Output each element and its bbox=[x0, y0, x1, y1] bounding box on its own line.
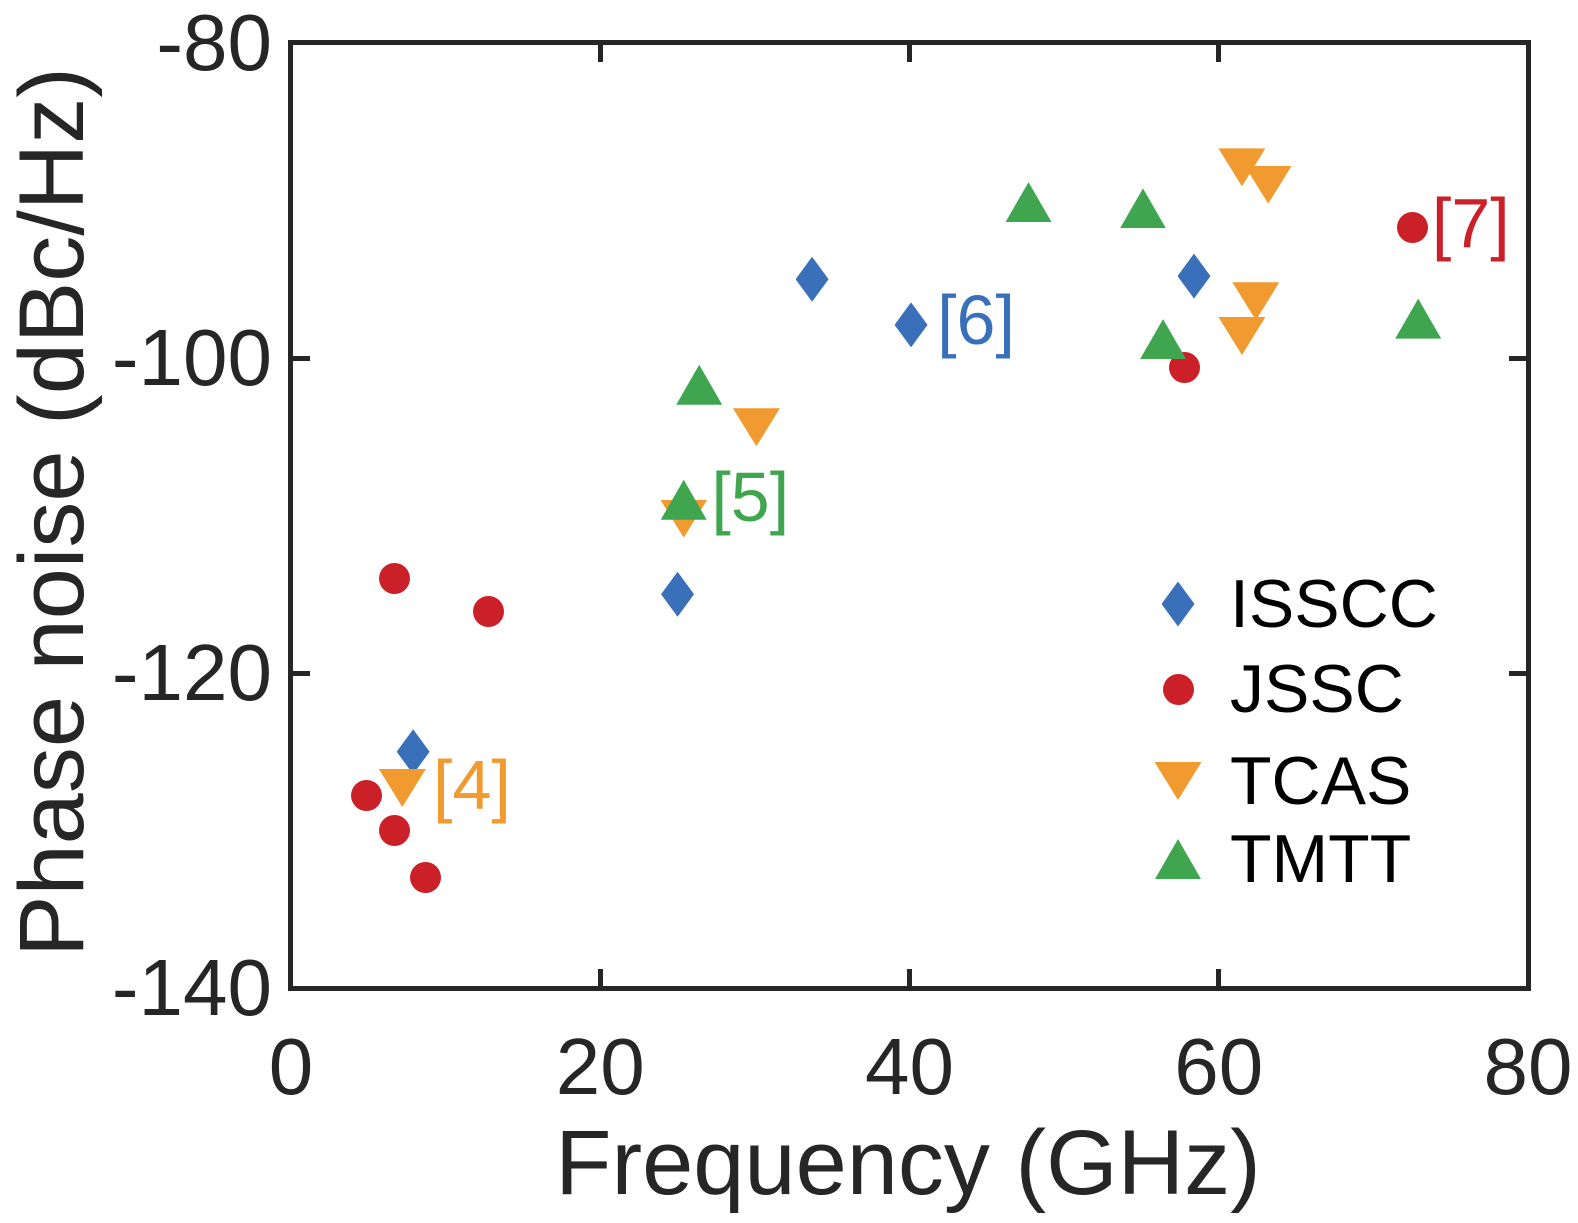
y-tick-mark-right bbox=[1509, 355, 1526, 361]
reference-label-4: [4] bbox=[432, 745, 511, 824]
y-tick-mark-left bbox=[293, 670, 310, 676]
legend-label-isscc: ISSCC bbox=[1230, 566, 1438, 642]
legend-label-jssc: JSSC bbox=[1230, 651, 1404, 727]
x-axis-title: Frequency (GHz) bbox=[555, 1112, 1261, 1214]
reference-label-6: [6] bbox=[937, 281, 1015, 360]
jssc-data-point-marker bbox=[473, 596, 505, 628]
y-tick-mark-left bbox=[293, 355, 310, 361]
x-tick-label: 0 bbox=[268, 1022, 314, 1111]
y-tick-mark-right bbox=[1509, 670, 1526, 676]
legend-label-tmtt: TMTT bbox=[1230, 821, 1412, 897]
jssc-data-point-marker bbox=[379, 563, 411, 594]
legend-label-tcas: TCAS bbox=[1230, 743, 1412, 819]
x-tick-label: 60 bbox=[1174, 1022, 1264, 1111]
jssc-data-point-marker bbox=[379, 815, 411, 846]
x-tick-mark-top bbox=[597, 45, 603, 62]
x-tick-mark-bottom bbox=[597, 969, 603, 986]
x-tick-mark-top bbox=[907, 45, 912, 62]
x-tick-mark-bottom bbox=[1216, 969, 1222, 986]
reference-label-7: [7] bbox=[1431, 183, 1510, 262]
y-tick-label: -120 bbox=[111, 628, 272, 717]
y-tick-label: -80 bbox=[156, 0, 272, 87]
jssc-data-point-marker bbox=[410, 862, 442, 894]
x-tick-label: 20 bbox=[555, 1022, 645, 1111]
y-axis-title: Phase noise (dBc/Hz) bbox=[1, 67, 103, 957]
x-tick-label: 80 bbox=[1483, 1022, 1573, 1111]
y-tick-label: -100 bbox=[111, 313, 272, 402]
x-tick-mark-top bbox=[1216, 45, 1222, 62]
jssc-data-point-marker bbox=[1396, 211, 1428, 243]
x-tick-label: 40 bbox=[865, 1022, 954, 1111]
plot-area bbox=[288, 40, 1531, 991]
x-tick-mark-bottom bbox=[907, 969, 912, 986]
jssc-legend-circle-icon bbox=[1162, 673, 1194, 705]
reference-label-5: [5] bbox=[711, 457, 790, 536]
y-tick-label: -140 bbox=[111, 943, 272, 1032]
jssc-data-point-marker bbox=[351, 780, 383, 812]
